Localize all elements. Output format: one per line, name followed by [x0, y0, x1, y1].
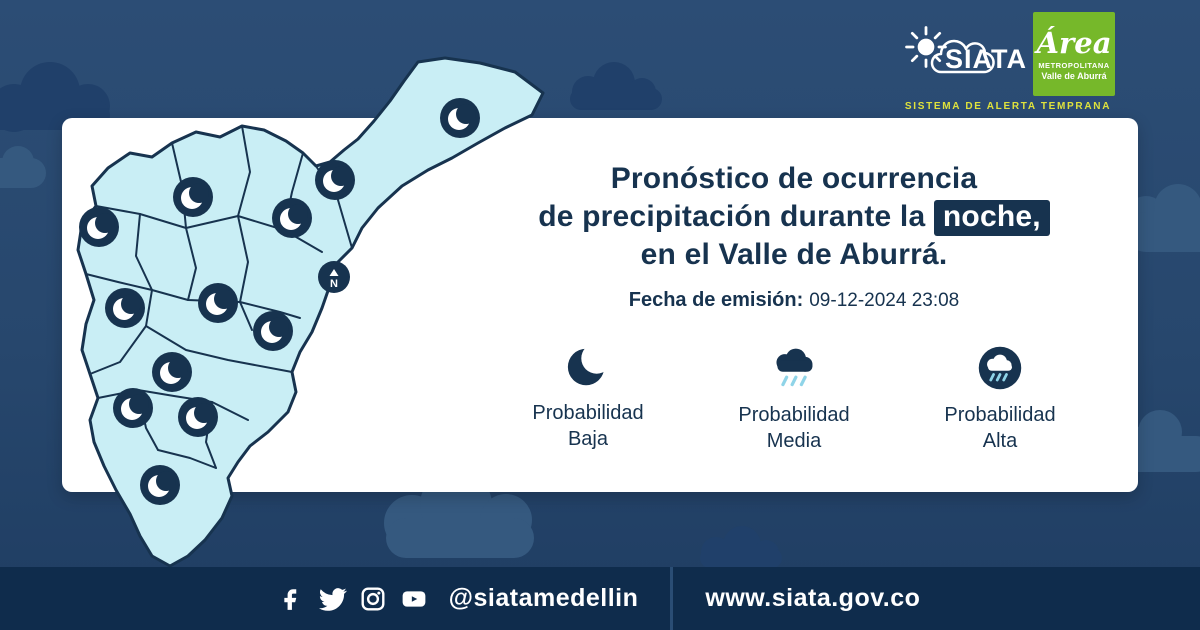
- north-label: N: [330, 278, 338, 290]
- siata-tagline: SISTEMA DE ALERTA TEMPRANA: [904, 101, 1112, 112]
- legend-label: Probabilidad Alta: [944, 404, 1056, 452]
- moon-marker: [198, 283, 238, 323]
- moon-marker: [79, 207, 119, 247]
- legend-label: Probabilidad Baja: [532, 402, 644, 450]
- highlight-noche: noche,: [933, 200, 1050, 236]
- instagram-icon[interactable]: [360, 586, 386, 612]
- cloud-bottom-center: [700, 526, 782, 568]
- moon-marker: [253, 311, 293, 351]
- legend: Probabilidad Baja: [454, 344, 1134, 454]
- moon-marker: [152, 352, 192, 392]
- twitter-icon[interactable]: [318, 585, 347, 613]
- emission-label: Fecha de emisión:: [628, 289, 804, 311]
- moon-marker: [440, 98, 480, 138]
- moon-marker: [105, 288, 145, 328]
- title-line2: de precipitación durante la: [538, 200, 926, 233]
- moon-marker: [113, 388, 153, 428]
- moon-marker: [315, 160, 355, 200]
- area-metropolitana-logo: Área METROPOLITANA Valle de Aburrá: [1033, 12, 1115, 96]
- social-handle[interactable]: @siatamedellin: [448, 584, 639, 612]
- website-link[interactable]: www.siata.gov.co: [705, 584, 921, 612]
- facebook-icon[interactable]: [280, 586, 306, 612]
- page-title: Pronóstico de ocurrencia de precipitació…: [454, 160, 1134, 274]
- aburra-valley-map: N: [76, 56, 545, 568]
- legend-item-alta: Probabilidad Alta: [902, 344, 1098, 454]
- rain-light-icon: [776, 348, 813, 387]
- moon-marker: [140, 465, 180, 505]
- moon-marker: [173, 177, 213, 217]
- cloud-left-mid: [0, 146, 46, 188]
- cloud-outline-icon: [930, 39, 995, 74]
- legend-item-baja: Probabilidad Baja: [490, 344, 686, 454]
- area-logo-line1: METROPOLITANA: [1038, 60, 1110, 70]
- moon-icon: [567, 344, 611, 386]
- title-line1: Pronóstico de ocurrencia: [610, 162, 978, 195]
- card-content: Pronóstico de ocurrencia de precipitació…: [454, 160, 1134, 454]
- legend-item-media: Probabilidad Media: [696, 344, 892, 454]
- moon-marker: [272, 198, 312, 238]
- footer-divider: [670, 567, 674, 630]
- north-compass-icon: N: [318, 261, 350, 293]
- cloud-bottom-left: [384, 469, 534, 558]
- area-logo-script: Área: [1036, 25, 1112, 60]
- emission-line: Fecha de emisión: 09-12-2024 23:08: [454, 289, 1134, 312]
- title-line3: en el Valle de Aburrá.: [640, 238, 948, 271]
- youtube-icon[interactable]: [399, 586, 429, 612]
- siata-logo: SIATA: [901, 12, 1026, 96]
- legend-label: Probabilidad Media: [738, 404, 850, 452]
- footer-bar: @siatamedellin www.siata.gov.co: [0, 567, 1200, 630]
- brand-area: SIATA Área METROPOLITANA Valle de Aburrá…: [901, 12, 1115, 112]
- rain-heavy-icon: [978, 346, 1022, 390]
- siata-logo-text: SIATA: [945, 44, 1027, 74]
- emission-value: 09-12-2024 23:08: [809, 290, 960, 311]
- social-icons: [280, 585, 429, 613]
- area-logo-line2: Valle de Aburrá: [1041, 70, 1107, 81]
- moon-marker: [178, 397, 218, 437]
- cloud-top-center: [570, 62, 662, 110]
